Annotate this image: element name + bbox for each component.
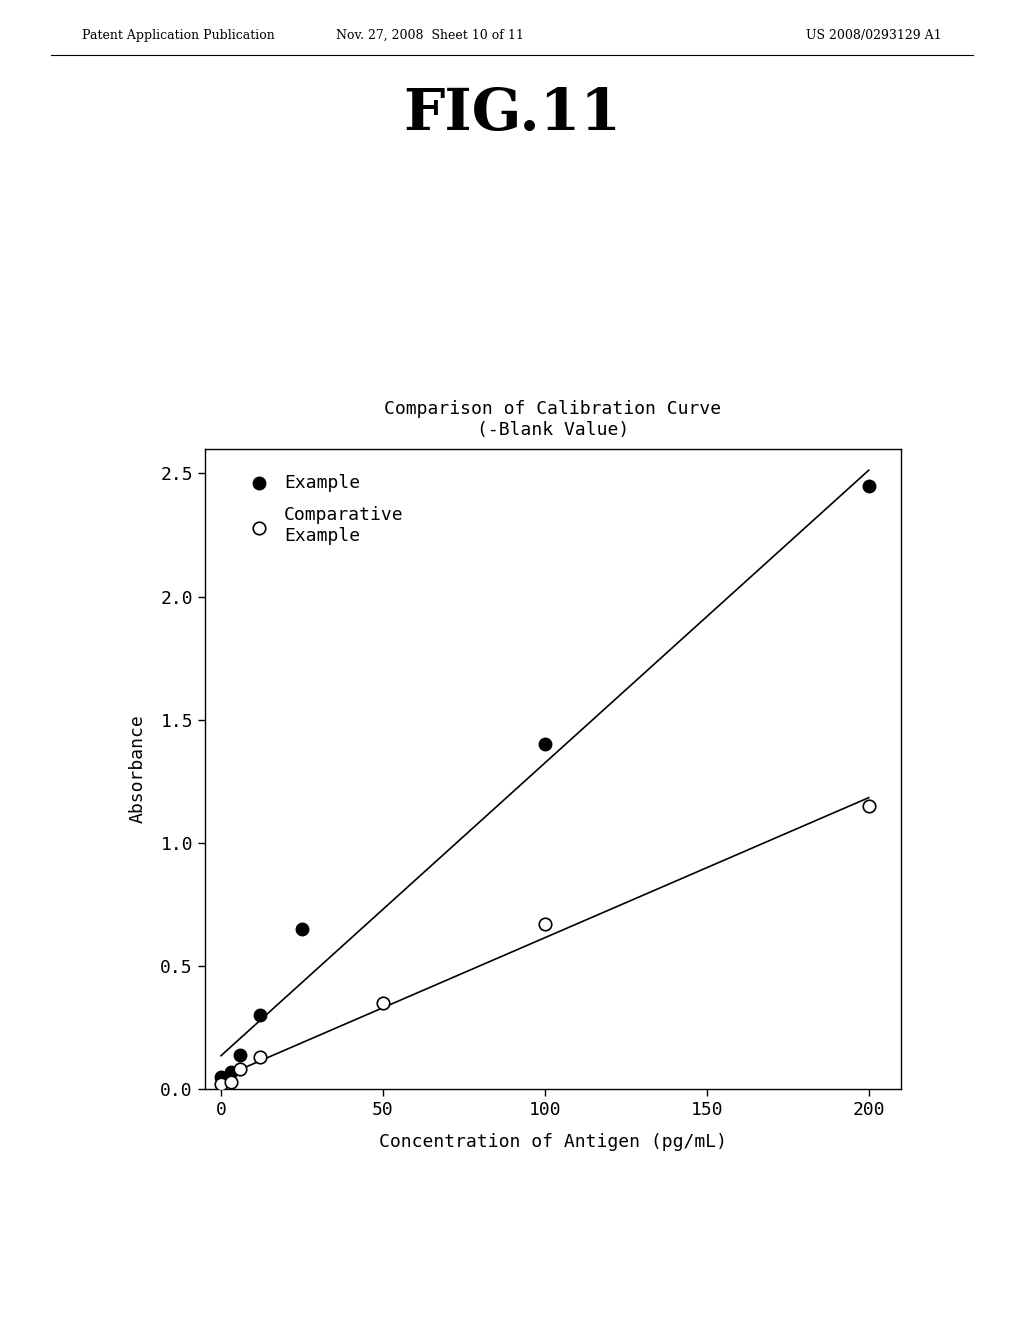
Y-axis label: Absorbance: Absorbance [128,714,146,824]
Text: Nov. 27, 2008  Sheet 10 of 11: Nov. 27, 2008 Sheet 10 of 11 [336,29,524,42]
Title: Comparison of Calibration Curve
(-Blank Value): Comparison of Calibration Curve (-Blank … [384,400,722,440]
X-axis label: Concentration of Antigen (pg/mL): Concentration of Antigen (pg/mL) [379,1133,727,1151]
Text: FIG.11: FIG.11 [403,86,621,141]
Text: Patent Application Publication: Patent Application Publication [82,29,274,42]
Text: US 2008/0293129 A1: US 2008/0293129 A1 [807,29,942,42]
Legend: Example, Comparative
Example: Example, Comparative Example [240,469,410,550]
